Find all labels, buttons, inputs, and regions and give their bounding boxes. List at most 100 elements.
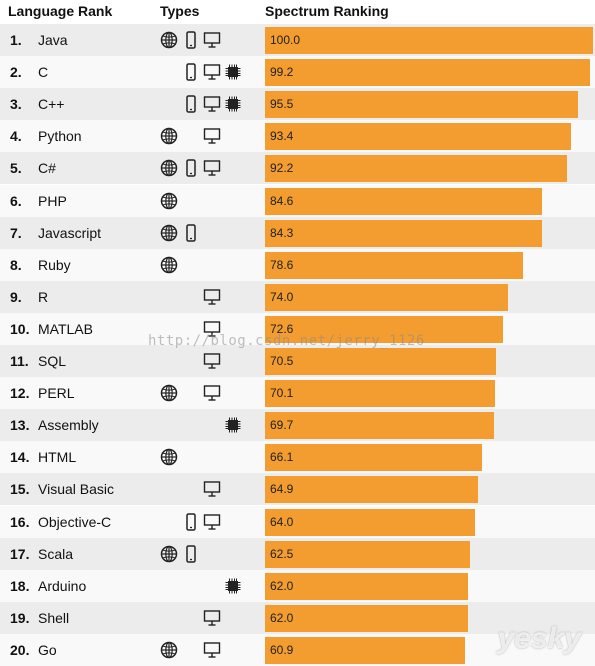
globe-icon — [160, 31, 178, 49]
table-row: 15. Visual Basic 64.9 — [0, 473, 595, 506]
monitor-icon — [203, 127, 221, 145]
ranking-bar — [265, 27, 593, 54]
language-label: R — [38, 288, 49, 305]
table-row: 13. Assembly 69.7 — [0, 409, 595, 442]
globe-icon — [160, 545, 178, 563]
ranking-bar — [265, 604, 469, 632]
monitor-icon — [203, 480, 221, 498]
rank-number: 5. — [10, 160, 22, 177]
language-label: Arduino — [38, 577, 87, 594]
rank-number: 17. — [10, 545, 30, 562]
language-label: HTML — [38, 449, 77, 466]
header: Language Rank Types Spectrum Ranking — [0, 0, 595, 24]
globe-icon — [160, 641, 178, 659]
bar-value-label: 60.9 — [270, 642, 294, 657]
phone-icon — [182, 159, 200, 178]
table-row: 12. PERL 70.1 — [0, 377, 595, 410]
monitor-icon — [203, 352, 221, 370]
language-label: C# — [38, 160, 56, 177]
ranking-bar — [265, 251, 523, 279]
monitor-icon — [203, 159, 221, 177]
rank-number: 18. — [10, 577, 30, 594]
table-row: 11. SQL 70.5 — [0, 345, 595, 377]
chip-icon — [224, 63, 242, 81]
bar-value-label: 66.1 — [270, 450, 294, 465]
language-label: C++ — [38, 96, 65, 113]
ranking-bar — [265, 155, 568, 183]
bar-value-label: 72.6 — [270, 321, 294, 336]
table-row: 2. C 99.2 — [0, 56, 595, 89]
globe-icon — [160, 256, 178, 274]
ranking-bar — [265, 187, 543, 215]
bar-value-label: 69.7 — [270, 418, 294, 433]
language-label: PERL — [38, 385, 75, 402]
language-label: C — [38, 64, 49, 81]
rank-number: 6. — [10, 192, 22, 209]
bar-value-label: 70.5 — [270, 354, 294, 368]
ranking-bar — [265, 444, 482, 472]
bar-value-label: 74.0 — [270, 289, 294, 304]
ranking-bar — [265, 540, 470, 568]
phone-icon — [182, 63, 200, 81]
chip-icon — [224, 577, 242, 595]
bar-value-label: 62.0 — [270, 610, 294, 625]
table-row: 5. C# 92.2 — [0, 152, 595, 185]
language-label: Python — [38, 128, 82, 145]
rank-number: 3. — [10, 96, 22, 113]
ranking-bar — [265, 123, 572, 151]
language-label: Scala — [38, 545, 74, 562]
bar-value-label: 95.5 — [270, 97, 294, 112]
rank-number: 10. — [10, 320, 30, 337]
language-label: PHP — [38, 192, 67, 209]
globe-icon — [160, 224, 178, 242]
rank-number: 14. — [10, 449, 30, 466]
bar-value-label: 100.0 — [270, 33, 301, 47]
monitor-icon — [203, 609, 221, 627]
monitor-icon — [203, 384, 221, 402]
rank-number: 4. — [10, 128, 22, 145]
monitor-icon — [203, 288, 221, 306]
ranking-bar — [265, 283, 508, 311]
globe-icon — [160, 192, 178, 210]
rank-number: 9. — [10, 288, 22, 305]
globe-icon — [160, 384, 178, 402]
spectrum-ranking-header: Spectrum Ranking — [265, 3, 389, 19]
phone-icon — [182, 223, 200, 242]
bar-value-label: 78.6 — [270, 257, 294, 272]
bar-value-label: 84.3 — [270, 225, 294, 240]
rank-number: 12. — [10, 385, 30, 402]
chip-icon — [224, 416, 242, 434]
phone-icon — [182, 95, 200, 113]
url-watermark: http://blog.csdn.net/jerry_1126 — [148, 333, 425, 349]
rank-number: 1. — [10, 32, 22, 48]
phone-icon — [182, 31, 200, 49]
types-header: Types — [160, 3, 200, 19]
table-row: 16. Objective-C 64.0 — [0, 505, 595, 538]
chip-icon — [224, 95, 242, 113]
language-label: MATLAB — [38, 320, 93, 337]
language-label: Objective-C — [38, 513, 112, 530]
rank-number: 15. — [10, 481, 30, 498]
language-label: Go — [38, 641, 57, 658]
bar-value-label: 84.6 — [270, 193, 294, 208]
ranking-bar — [265, 380, 495, 408]
table-row: 17. Scala 62.5 — [0, 537, 595, 570]
bar-value-label: 92.2 — [270, 161, 294, 176]
rank-number: 13. — [10, 417, 30, 434]
ranking-bar — [265, 412, 494, 440]
brand-watermark: yesky — [497, 622, 581, 655]
globe-icon — [160, 127, 178, 145]
table-row: 9. R 74.0 — [0, 280, 595, 313]
table-row: 19. Shell 62.0 — [0, 601, 595, 634]
bar-value-label: 64.9 — [270, 482, 294, 497]
rank-number: 2. — [10, 64, 22, 81]
language-label: SQL — [38, 353, 67, 369]
language-label: Ruby — [38, 256, 71, 273]
ranking-bar — [265, 59, 591, 87]
table-row: 20. Go 60.9 — [0, 633, 595, 666]
monitor-icon — [203, 513, 221, 531]
language-label: Javascript — [38, 224, 102, 241]
table-row: 8. Ruby 78.6 — [0, 248, 595, 281]
phone-icon — [182, 544, 200, 563]
ranking-bar — [265, 91, 579, 119]
